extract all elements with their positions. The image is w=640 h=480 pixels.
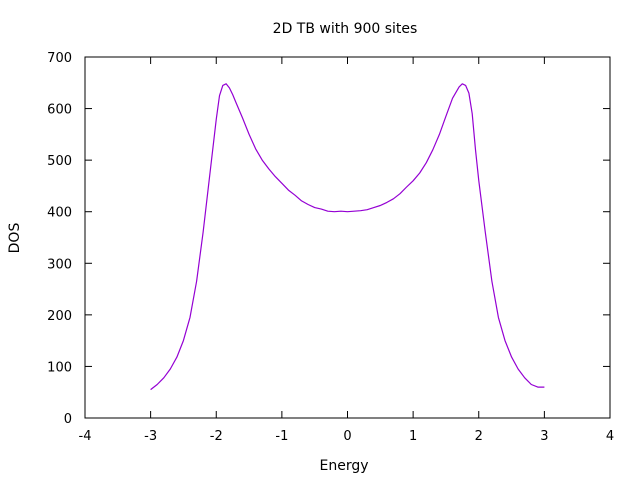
y-tick-label: 0 [64, 412, 72, 427]
y-tick-label: 400 [47, 206, 72, 221]
x-tick-label: 4 [606, 429, 614, 444]
x-tick-label: -1 [275, 429, 288, 444]
chart-title: 2D TB with 900 sites [273, 21, 418, 37]
y-tick-label: 300 [47, 257, 72, 272]
x-tick-label: -3 [144, 429, 157, 444]
y-tick-label: 700 [47, 51, 72, 66]
y-axis-label: DOS [7, 223, 23, 254]
x-tick-label: -2 [210, 429, 223, 444]
plot-frame [84, 56, 611, 419]
x-tick-label: 1 [409, 429, 417, 444]
y-tick-label: 500 [47, 154, 72, 169]
x-tick-label: 3 [540, 429, 548, 444]
x-tick-label: 2 [475, 429, 483, 444]
plot-area: -4 -3 -2 -1 0 1 2 3 4 0 100 200 300 400 500 600 700 [47, 51, 614, 444]
y-tick-label: 200 [47, 309, 72, 324]
y-tick-label: 100 [47, 360, 72, 375]
dos-series-line [150, 83, 545, 391]
x-tick-label: -4 [79, 429, 92, 444]
x-axis-label: Energy [319, 458, 368, 474]
y-tick-label: 600 [47, 103, 72, 118]
x-tick-label: 0 [343, 429, 351, 444]
